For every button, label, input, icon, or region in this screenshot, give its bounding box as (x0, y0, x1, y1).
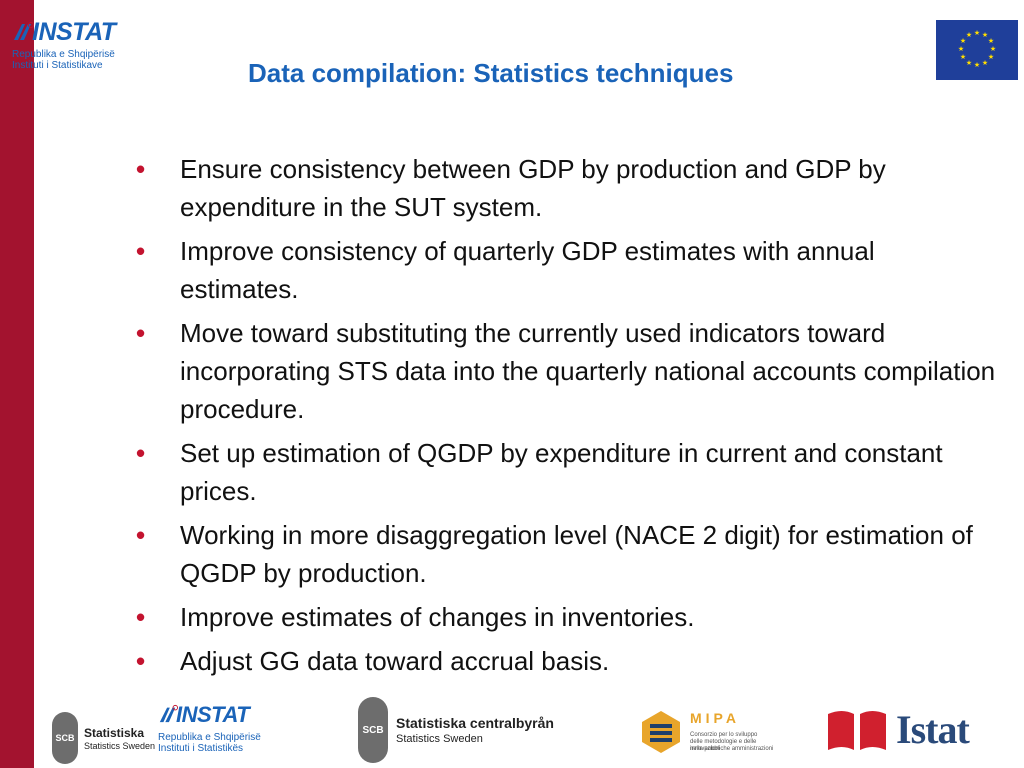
mipa-wordmark: MIPA (690, 710, 740, 726)
list-item: • Working in more disaggregation level (N… (130, 516, 1000, 592)
istat-logo: Istat (826, 706, 976, 756)
bullet-text: Move toward substituting the currently u… (180, 318, 996, 424)
svg-text:★: ★ (982, 59, 988, 67)
svg-text:★: ★ (958, 45, 964, 53)
list-item: • Improve consistency of quarterly GDP es… (130, 232, 1000, 308)
bullet-text: Adjust GG data toward accrual basis. (180, 646, 610, 676)
bullet-marker: • (136, 520, 146, 550)
bullet-marker: • (136, 236, 146, 266)
bullet-text: Working in more disaggregation level (NA… (180, 520, 973, 588)
bullet-marker: • (136, 646, 146, 676)
bullet-text: Set up estimation of QGDP by expenditure… (180, 438, 943, 506)
list-item: • Adjust GG data toward accrual basis. (130, 642, 1000, 680)
mipa-logo: MIPA Consorzio per lo sviluppo delle met… (640, 708, 780, 758)
mipa-line3: nelle pubbliche amministrazioni (690, 746, 774, 752)
list-item: • Ensure consistency between GDP by produ… (130, 150, 1000, 226)
instat-line2: Instituti i Statistikave (12, 60, 103, 71)
list-item: • Improve estimates of changes in invento… (130, 598, 1000, 636)
svg-text:★: ★ (960, 37, 966, 45)
instat-footer-line2: Instituti i Statistikës (158, 743, 244, 754)
istat-wordmark: Istat (896, 707, 970, 752)
svg-text:★: ★ (966, 31, 972, 39)
bullet-list: • Ensure consistency between GDP by produ… (130, 150, 1000, 686)
istat-flag-icon (828, 711, 886, 750)
instat-logo: INSTAT Republika e Shqipërisë Instituti … (12, 18, 122, 80)
instat-footer-line1: Republika e Shqipërisë (158, 732, 261, 743)
instat-line1: Republika e Shqipërisë (12, 49, 115, 60)
instat-swoosh-icon (14, 22, 34, 40)
scb-small-sub: Statistics Sweden (84, 741, 156, 751)
bullet-marker: • (136, 602, 146, 632)
svg-text:★: ★ (966, 59, 972, 67)
instat-wordmark: INSTAT (32, 18, 116, 46)
bullet-marker: • (136, 318, 146, 348)
svg-text:★: ★ (990, 45, 996, 53)
slide-title: Data compilation: Statistics techniques (248, 58, 734, 88)
scb-large-sub: Statistics Sweden (396, 733, 483, 745)
mipa-line1: Consorzio per lo sviluppo (690, 732, 758, 738)
svg-text:★: ★ (988, 53, 994, 61)
svg-text:★: ★ (974, 61, 980, 69)
bullet-text: Improve estimates of changes in inventor… (180, 602, 695, 632)
left-accent-bar (0, 0, 34, 768)
scb-large-main: Statistiska centralbyrån (396, 715, 554, 731)
list-item: • Set up estimation of QGDP by expenditur… (130, 434, 1000, 510)
svg-text:★: ★ (960, 53, 966, 61)
svg-text:★: ★ (982, 31, 988, 39)
bullet-marker: • (136, 154, 146, 184)
scb-badge-text: SCB (55, 733, 75, 743)
instat-swoosh-icon (159, 704, 178, 723)
scb-small-logo: SCB Statistiska Statistics Sweden (52, 712, 156, 764)
svg-text:★: ★ (974, 29, 980, 37)
scb-badge-text: SCB (362, 724, 384, 736)
instat-footer-logo: INSTAT Republika e Shqipërisë Instituti … (158, 702, 268, 758)
mipa-hive-icon (642, 711, 680, 753)
list-item: • Move toward substituting the currently … (130, 314, 1000, 428)
mipa-line2: delle metodologie e delle innovazioni (690, 739, 757, 752)
bullet-text: Improve consistency of quarterly GDP est… (180, 236, 875, 304)
scb-badge-icon: SCB (358, 697, 388, 763)
bullet-text: Ensure consistency between GDP by produc… (180, 154, 886, 222)
eu-flag-icon: ★ ★ ★ ★ ★ ★ ★ ★ ★ ★ ★ ★ (936, 20, 1018, 80)
scb-large-logo: SCB Statistiska centralbyrån Statistics … (358, 697, 558, 765)
instat-footer-wordmark: INSTAT (176, 702, 250, 727)
bullet-marker: • (136, 438, 146, 468)
svg-text:★: ★ (988, 37, 994, 45)
scb-badge-icon: SCB (52, 712, 78, 764)
scb-small-main: Statistiska (84, 726, 145, 740)
